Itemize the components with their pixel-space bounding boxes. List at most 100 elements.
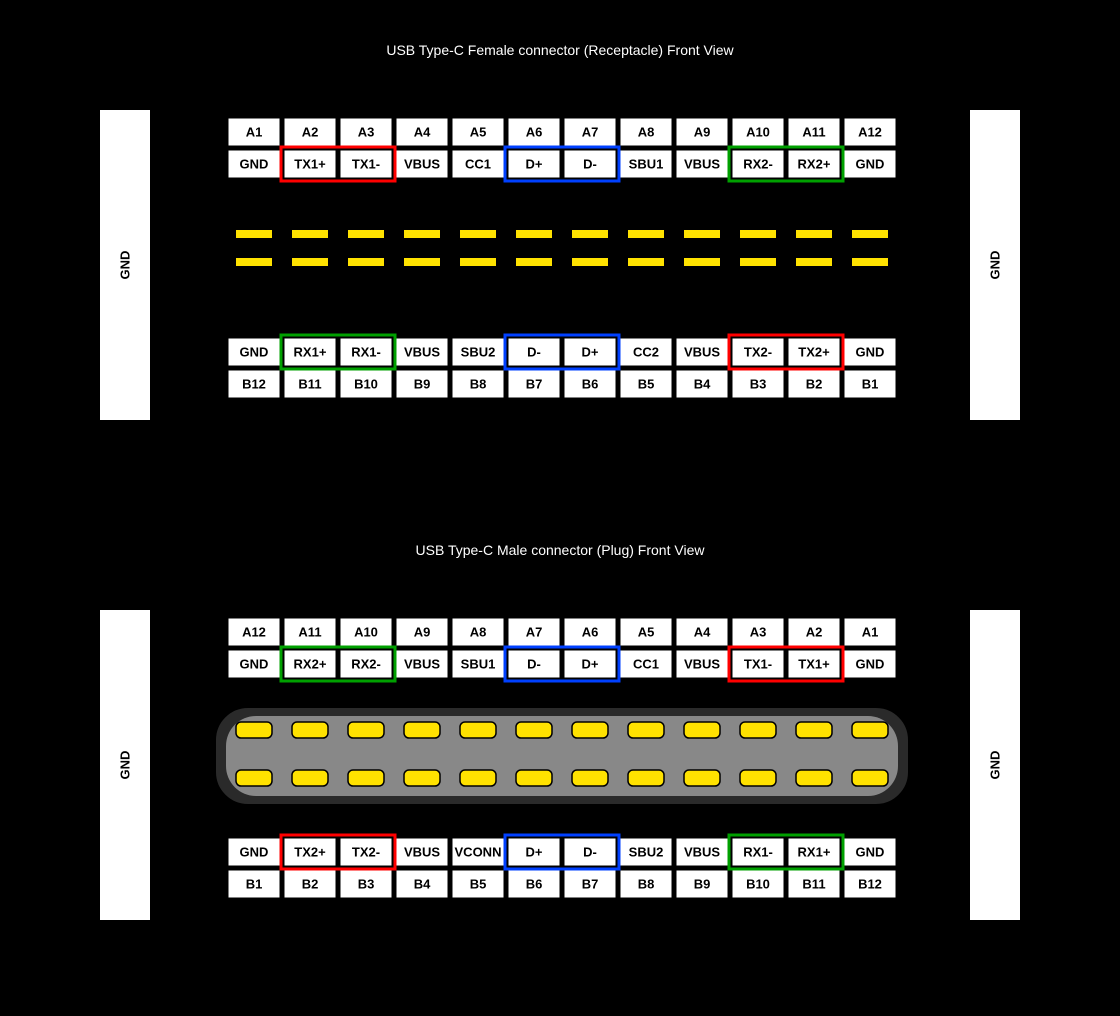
svg-text:GND: GND	[240, 845, 269, 860]
svg-text:B3: B3	[358, 877, 375, 892]
svg-text:VCONN: VCONN	[455, 845, 502, 860]
svg-text:B8: B8	[638, 877, 655, 892]
contact-dash	[404, 258, 440, 266]
svg-text:B4: B4	[694, 377, 711, 392]
svg-text:TX2-: TX2-	[352, 845, 380, 860]
contact-pad	[628, 722, 664, 738]
svg-text:TX1-: TX1-	[744, 657, 772, 672]
svg-text:A12: A12	[858, 125, 882, 140]
contact-pad	[348, 770, 384, 786]
svg-text:GND: GND	[856, 157, 885, 172]
svg-text:A1: A1	[246, 125, 263, 140]
contact-dash	[516, 230, 552, 238]
svg-text:A3: A3	[750, 625, 767, 640]
contact-pad	[852, 722, 888, 738]
svg-text:A8: A8	[470, 625, 487, 640]
contact-dash	[236, 258, 272, 266]
svg-text:A5: A5	[638, 625, 655, 640]
svg-text:GND: GND	[118, 751, 133, 780]
contact-pad	[516, 770, 552, 786]
contact-dash	[628, 230, 664, 238]
svg-text:SBU2: SBU2	[461, 345, 496, 360]
svg-text:D+: D+	[582, 345, 599, 360]
svg-text:B6: B6	[582, 377, 599, 392]
svg-text:A11: A11	[802, 125, 825, 140]
contact-pad	[292, 770, 328, 786]
svg-text:A8: A8	[638, 125, 655, 140]
svg-text:D-: D-	[527, 657, 541, 672]
contact-dash	[348, 258, 384, 266]
contact-dash	[684, 258, 720, 266]
svg-text:VBUS: VBUS	[404, 845, 440, 860]
svg-text:TX1-: TX1-	[352, 157, 380, 172]
svg-text:VBUS: VBUS	[684, 845, 720, 860]
contact-pad	[236, 722, 272, 738]
contact-pad	[572, 770, 608, 786]
svg-text:B8: B8	[470, 377, 487, 392]
contact-dash	[684, 230, 720, 238]
contact-dash	[628, 258, 664, 266]
contact-dash	[236, 230, 272, 238]
svg-text:B7: B7	[582, 877, 599, 892]
svg-text:D+: D+	[526, 157, 543, 172]
svg-text:A12: A12	[242, 625, 266, 640]
contact-dash	[740, 258, 776, 266]
svg-text:GND: GND	[240, 345, 269, 360]
svg-text:VBUS: VBUS	[684, 157, 720, 172]
svg-text:RX2+: RX2+	[294, 657, 327, 672]
svg-text:B11: B11	[802, 877, 825, 892]
svg-text:SBU1: SBU1	[461, 657, 496, 672]
svg-text:TX2-: TX2-	[744, 345, 772, 360]
svg-text:A10: A10	[354, 625, 378, 640]
svg-text:B1: B1	[862, 377, 879, 392]
svg-text:TX1+: TX1+	[294, 157, 326, 172]
svg-text:A11: A11	[298, 625, 321, 640]
svg-text:RX2+: RX2+	[798, 157, 831, 172]
svg-text:B10: B10	[746, 877, 770, 892]
svg-text:A6: A6	[582, 625, 599, 640]
svg-text:RX1-: RX1-	[351, 345, 381, 360]
contact-dash	[516, 258, 552, 266]
svg-text:GND: GND	[988, 751, 1003, 780]
contact-pad	[236, 770, 272, 786]
svg-text:SBU2: SBU2	[629, 845, 664, 860]
svg-text:A7: A7	[526, 625, 543, 640]
svg-text:A2: A2	[302, 125, 319, 140]
svg-text:VBUS: VBUS	[404, 345, 440, 360]
svg-text:A1: A1	[862, 625, 879, 640]
contact-pad	[796, 722, 832, 738]
contact-dash	[852, 258, 888, 266]
svg-text:GND: GND	[240, 657, 269, 672]
contact-pad	[740, 722, 776, 738]
contact-pad	[404, 722, 440, 738]
svg-text:B5: B5	[470, 877, 487, 892]
svg-text:B4: B4	[414, 877, 431, 892]
svg-text:GND: GND	[240, 157, 269, 172]
svg-text:RX2-: RX2-	[351, 657, 381, 672]
contact-pad	[460, 770, 496, 786]
svg-text:RX1+: RX1+	[294, 345, 327, 360]
svg-text:SBU1: SBU1	[629, 157, 664, 172]
contact-pad	[460, 722, 496, 738]
contact-dash	[572, 258, 608, 266]
contact-pad	[516, 722, 552, 738]
svg-text:B6: B6	[526, 877, 543, 892]
contact-pad	[796, 770, 832, 786]
contact-dash	[292, 230, 328, 238]
svg-text:TX1+: TX1+	[798, 657, 830, 672]
svg-text:CC1: CC1	[465, 157, 491, 172]
contact-pad	[740, 770, 776, 786]
contact-pad	[348, 722, 384, 738]
contact-dash	[348, 230, 384, 238]
svg-text:B9: B9	[414, 377, 431, 392]
svg-text:VBUS: VBUS	[404, 157, 440, 172]
svg-text:VBUS: VBUS	[684, 345, 720, 360]
svg-text:A2: A2	[806, 625, 823, 640]
svg-text:B7: B7	[526, 377, 543, 392]
contact-dash	[292, 258, 328, 266]
contact-dash	[796, 258, 832, 266]
svg-text:RX1-: RX1-	[743, 845, 773, 860]
svg-text:A4: A4	[694, 625, 711, 640]
svg-text:B1: B1	[246, 877, 263, 892]
svg-text:B10: B10	[354, 377, 378, 392]
